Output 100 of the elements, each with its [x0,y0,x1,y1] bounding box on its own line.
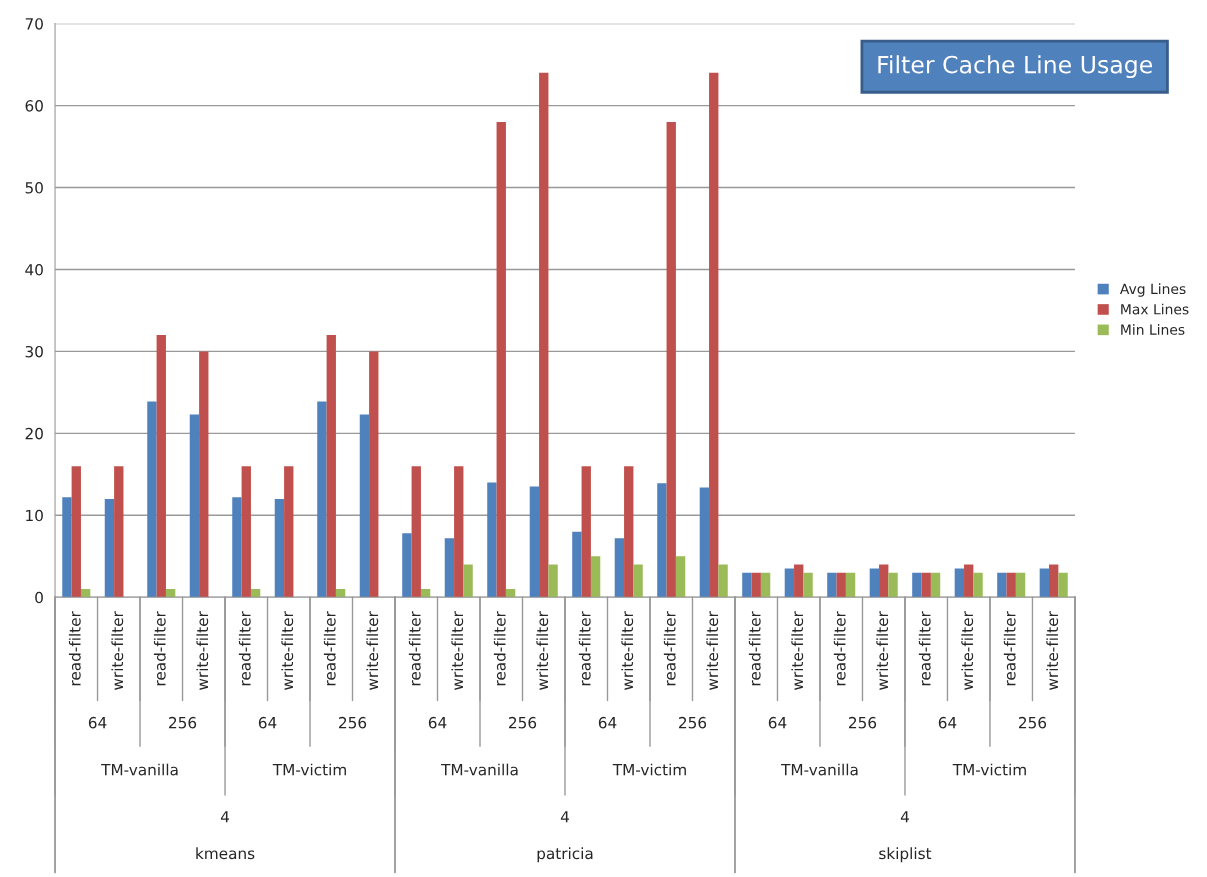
bar [1006,572,1016,598]
bar [581,466,591,598]
bar [572,531,582,598]
bar [232,497,242,598]
text: 64 [88,716,107,729]
bar [1049,564,1059,598]
x-tick-label: read-filter [153,611,166,686]
bar [147,401,157,598]
bar [1058,572,1068,598]
y-tick-label: 20 [25,427,43,440]
x-tick-label: write-filter [281,611,294,690]
text: TM-victim [612,763,686,776]
bar [803,572,813,598]
x-tick-label: write-filter [536,611,549,690]
y-tick-label: 30 [25,345,43,358]
legend-label: Max Lines [1121,303,1189,315]
bar [104,498,115,598]
x-tick-label: write-filter [196,611,209,690]
x-tick-label: read-filter [748,611,761,686]
bar [912,572,922,598]
bar [199,351,209,598]
bar [402,533,412,598]
text: 256 [509,716,537,729]
bar [114,466,124,598]
text: skiplist [879,847,932,863]
bar [921,572,931,598]
bar [241,466,251,598]
text: 256 [169,716,197,729]
y-tick-label: 70 [25,18,43,30]
bar [1015,572,1026,598]
text: kmeans [196,847,255,860]
bar [675,556,686,598]
bar [699,487,710,598]
text: 64 [768,716,787,729]
bar [529,486,540,598]
bar [156,335,166,598]
text: Filter Cache Line Usage [878,55,1153,79]
bar [80,589,91,598]
bar [624,466,634,598]
bar [760,572,771,598]
bar [1039,568,1050,598]
bar [997,572,1007,598]
x-tick-label: read-filter [918,611,931,686]
bar [742,572,752,598]
bar [326,335,336,598]
text: TM-victim [952,763,1026,776]
bar [444,538,455,598]
bar [165,589,176,598]
bar [666,122,676,598]
bar [888,572,898,598]
text: 4 [900,811,909,823]
bar [317,401,327,598]
bar [590,556,601,598]
text: 64 [598,716,617,729]
x-tick-label: read-filter [238,611,251,686]
x-tick-label: read-filter [833,611,846,686]
bar [62,497,72,598]
text: TM-vanilla [441,763,518,776]
x-tick-label: read-filter [663,611,676,686]
bar [71,466,81,598]
x-tick-label: read-filter [323,611,336,686]
bar [751,572,761,598]
text: 256 [339,716,367,729]
bar [784,568,795,598]
y-tick-label: 0 [35,591,43,604]
bar [250,589,261,598]
text: 4 [220,811,230,823]
text: TM-vanilla [101,763,178,776]
bar [709,72,719,598]
bar [657,483,667,598]
bar [879,564,889,598]
text: patricia [537,847,593,863]
bar [794,564,804,598]
x-tick-label: write-filter [961,611,974,690]
bar [614,538,625,598]
x-tick-label: write-filter [876,611,889,690]
bar [411,466,421,598]
bar [463,564,473,598]
y-tick-label: 10 [26,509,43,522]
text: 64 [938,716,957,729]
bar [954,568,965,598]
bar [420,589,431,598]
bar [274,498,285,598]
text: 256 [849,716,877,729]
y-tick-label: 60 [25,100,43,112]
y-tick-label: 40 [25,263,43,276]
bar [487,482,497,598]
x-tick-label: read-filter [1003,611,1016,686]
bar [930,572,941,598]
x-tick-label: write-filter [451,611,464,690]
bar [964,564,974,598]
x-tick-label: read-filter [578,611,591,686]
bar [496,122,506,598]
text: 256 [1019,716,1047,729]
y-tick-label: 50 [25,182,43,194]
x-tick-label: write-filter [366,611,379,690]
bar [454,466,464,598]
bar [869,568,880,598]
bar [973,572,983,598]
legend-label: Min Lines [1121,324,1185,335]
